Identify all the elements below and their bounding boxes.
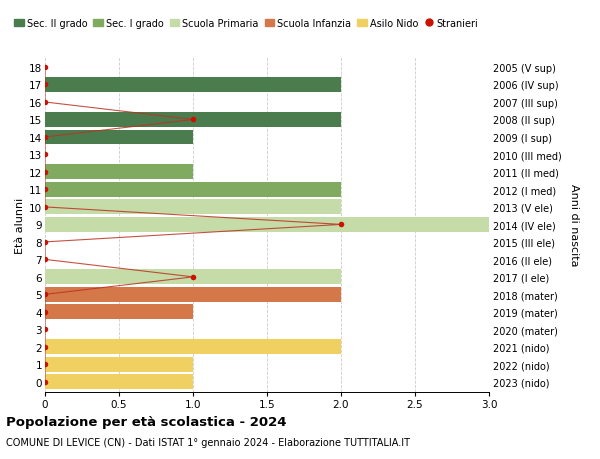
Bar [45, 287, 341, 302]
Bar [45, 340, 341, 354]
Bar [45, 78, 341, 93]
Text: Popolazione per età scolastica - 2024: Popolazione per età scolastica - 2024 [6, 415, 287, 428]
Bar [45, 183, 341, 197]
Bar [45, 270, 341, 285]
Bar [45, 357, 193, 372]
Legend: Sec. II grado, Sec. I grado, Scuola Primaria, Scuola Infanzia, Asilo Nido, Stran: Sec. II grado, Sec. I grado, Scuola Prim… [14, 19, 478, 28]
Bar [45, 113, 341, 128]
Bar [45, 130, 193, 145]
Text: COMUNE DI LEVICE (CN) - Dati ISTAT 1° gennaio 2024 - Elaborazione TUTTITALIA.IT: COMUNE DI LEVICE (CN) - Dati ISTAT 1° ge… [6, 437, 410, 447]
Bar [45, 200, 341, 215]
Bar [45, 305, 193, 319]
Y-axis label: Anni di nascita: Anni di nascita [569, 184, 578, 266]
Bar [45, 375, 193, 389]
Y-axis label: Età alunni: Età alunni [15, 197, 25, 253]
Bar [45, 165, 193, 180]
Bar [45, 218, 489, 232]
